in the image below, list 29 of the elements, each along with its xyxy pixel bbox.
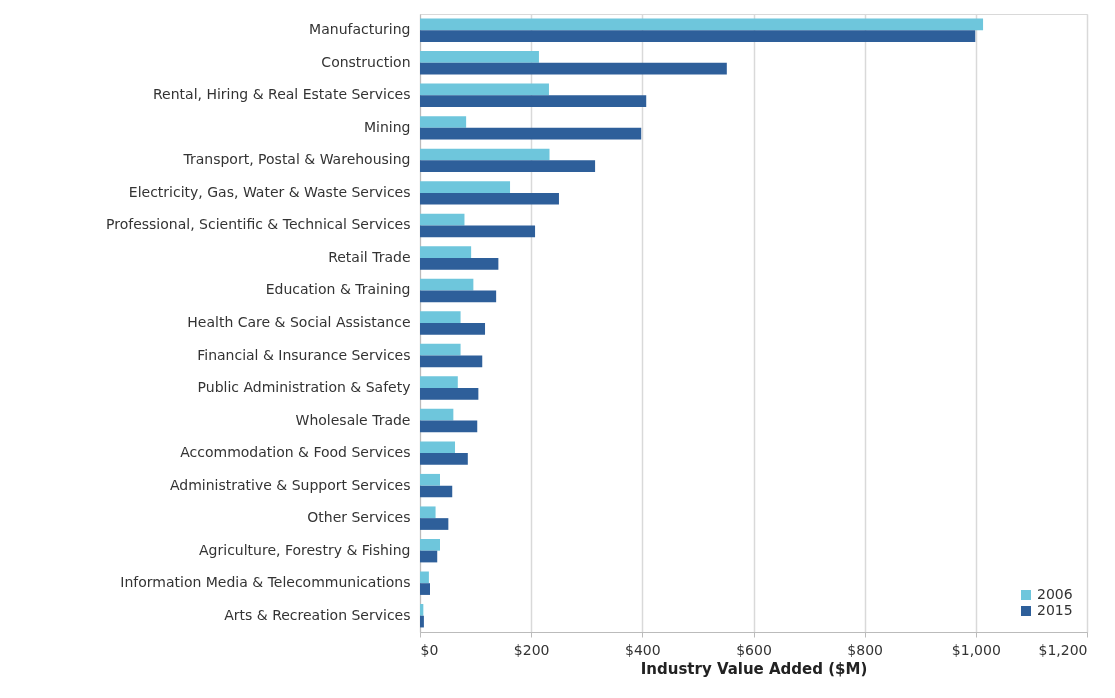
y-tick-label: Education & Training xyxy=(265,281,411,298)
x-tick-label: $0 xyxy=(420,641,439,658)
y-tick-label: Administrative & Support Services xyxy=(169,476,411,493)
x-tick-label: $600 xyxy=(736,641,772,658)
x-tick-label: $1,000 xyxy=(951,641,1001,658)
y-tick-label: Manufacturing xyxy=(309,21,411,38)
y-tick-label: Construction xyxy=(321,53,411,70)
y-tick-label: Accommodation & Food Services xyxy=(180,444,411,461)
y-tick-label: Other Services xyxy=(307,509,411,526)
y-tick-label: Agriculture, Forestry & Fishing xyxy=(199,541,411,558)
x-tick-label: $1,200 xyxy=(1038,641,1088,658)
x-axis-title: Industry Value Added ($M) xyxy=(640,659,868,678)
y-tick-label: Arts & Recreation Services xyxy=(224,606,411,623)
x-tick-label: $200 xyxy=(513,641,550,658)
y-tick-label: Information Media & Telecommunications xyxy=(120,574,411,591)
y-tick-label: Wholesale Trade xyxy=(295,411,411,428)
x-tick-label: $800 xyxy=(847,641,883,658)
x-tick-label: $400 xyxy=(625,641,661,658)
y-tick-label: Health Care & Social Assistance xyxy=(187,314,411,330)
y-tick-label: Public Administration & Safety xyxy=(197,379,411,396)
y-tick-label: Financial & Insurance Services xyxy=(197,346,411,363)
legend-label: 2015 xyxy=(1037,602,1073,618)
y-tick-label: Electricity, Gas, Water & Waste Services xyxy=(128,183,411,200)
y-tick-label: Retail Trade xyxy=(328,248,411,265)
y-tick-label: Mining xyxy=(364,118,411,135)
legend-label: 2006 xyxy=(1037,586,1073,602)
y-tick-label: Transport, Postal & Warehousing xyxy=(182,151,411,168)
y-tick-label: Professional, Scientific & Technical Services xyxy=(106,216,411,233)
y-tick-label: Rental, Hiring & Real Estate Services xyxy=(152,86,411,103)
